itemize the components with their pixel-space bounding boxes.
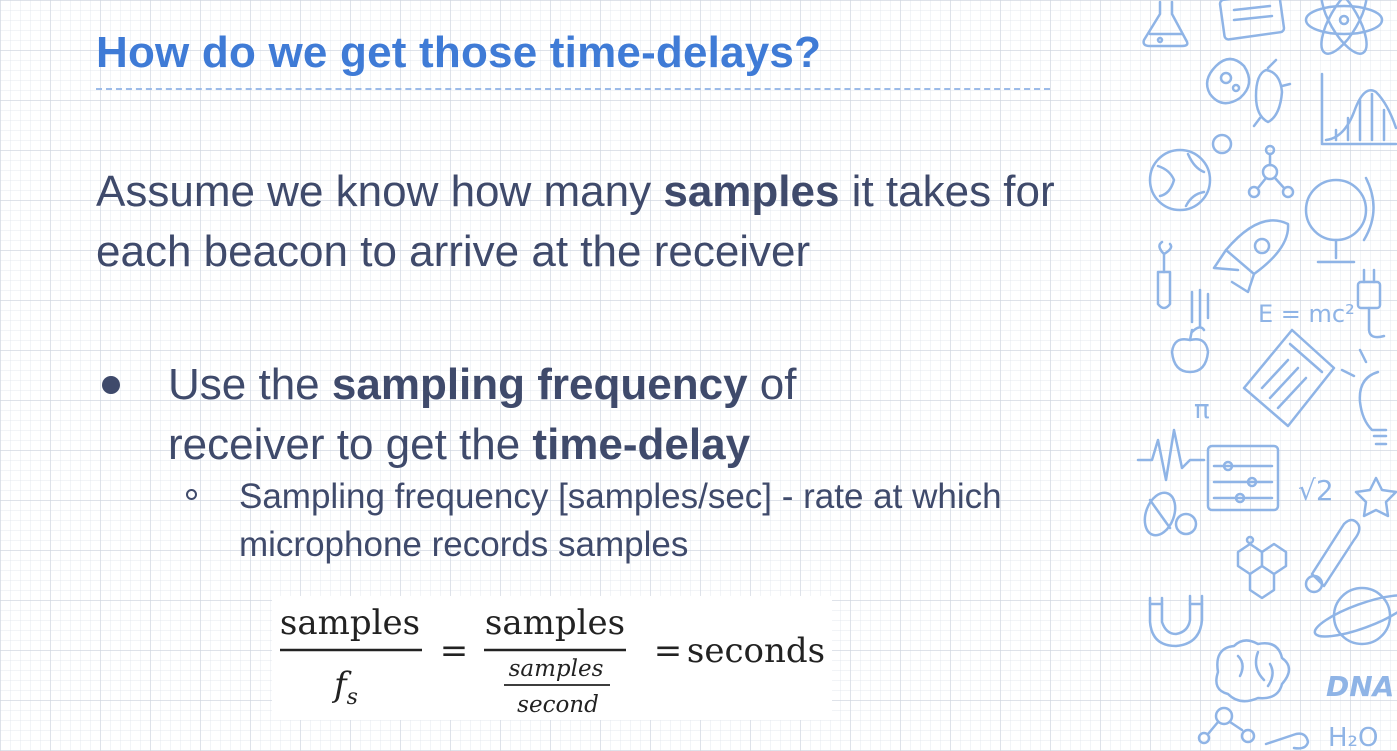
star-icon [1354, 476, 1397, 518]
bullet-level-2-text: Sampling frequency [samples/sec] - rate … [239, 477, 1002, 564]
paragraph-text-1: Assume we know how many [96, 167, 664, 216]
brain-icon [1215, 639, 1291, 703]
paragraph-text-2: it takes for each beacon to arrive at th… [96, 167, 1055, 276]
apple-icon [1170, 326, 1210, 374]
bullet-1-text-1: Use the [168, 360, 332, 409]
science-doodle-border: E = mc² π √2 DNA H₂O [1136, 0, 1397, 751]
main-paragraph: Assume we know how many samples it takes… [96, 162, 1056, 282]
equation-numerator-samples-2: samples [485, 603, 625, 643]
equation: samples fs = samples samples second = se… [272, 596, 832, 720]
rocket-icon [1212, 219, 1290, 294]
test-tube-icon [1156, 240, 1210, 328]
lab-molecule-icon [1197, 706, 1310, 750]
desk-globe-icon [1304, 176, 1375, 264]
paragraph-bold-samples: samples [663, 167, 840, 216]
bell-curve-chart-icon [1320, 72, 1397, 146]
lightbulb-icon [1340, 348, 1388, 446]
molecule-icon [1247, 144, 1295, 199]
bacteria-icon [1205, 57, 1292, 128]
hexagon-molecule-icon [1236, 535, 1288, 600]
bullet-1-bold-time-delay: time-delay [532, 420, 751, 469]
equation-result-seconds: seconds [687, 631, 825, 671]
calculator-icon [1218, 0, 1286, 41]
book-icon [1242, 328, 1336, 428]
equation-background [272, 596, 832, 720]
equation-equals-1: = [440, 631, 469, 671]
h2o-formula: H₂O [1328, 723, 1378, 751]
ring-icon [1211, 133, 1233, 155]
bullet-1-bold-sampling-frequency: sampling frequency [331, 360, 748, 409]
bullet-1-text-2: of receiver to get the [168, 360, 797, 469]
bullet-ring-icon [186, 489, 197, 500]
thermometer-icon [1304, 518, 1361, 594]
equation-numerator-samples: samples [280, 603, 420, 643]
bullet-dot-icon [102, 376, 120, 394]
abacus-icon [1206, 444, 1280, 512]
equation-equals-2: = [654, 631, 683, 671]
plug-icon [1356, 268, 1386, 339]
sqrt-two-symbol: √2 [1298, 474, 1334, 507]
pill-icon [1143, 491, 1198, 537]
dna-word: DNA [1326, 670, 1394, 703]
planet-icon [1313, 586, 1397, 646]
equation-inner-denominator: second [517, 692, 599, 718]
title-divider [96, 88, 1050, 90]
equation-inner-numerator: samples [509, 656, 604, 682]
formula-emc2: E = mc² [1258, 300, 1355, 328]
flask-icon [1142, 0, 1189, 48]
globe-icon [1148, 148, 1212, 212]
pi-symbol: π [1194, 395, 1210, 425]
atom-icon [1304, 0, 1384, 55]
bullet-level-1-text: Use the sampling frequency of receiver t… [168, 355, 928, 475]
heartbeat-icon [1136, 428, 1206, 482]
slide-title: How do we get those time-delays? [96, 28, 822, 77]
magnet-icon [1148, 594, 1204, 648]
